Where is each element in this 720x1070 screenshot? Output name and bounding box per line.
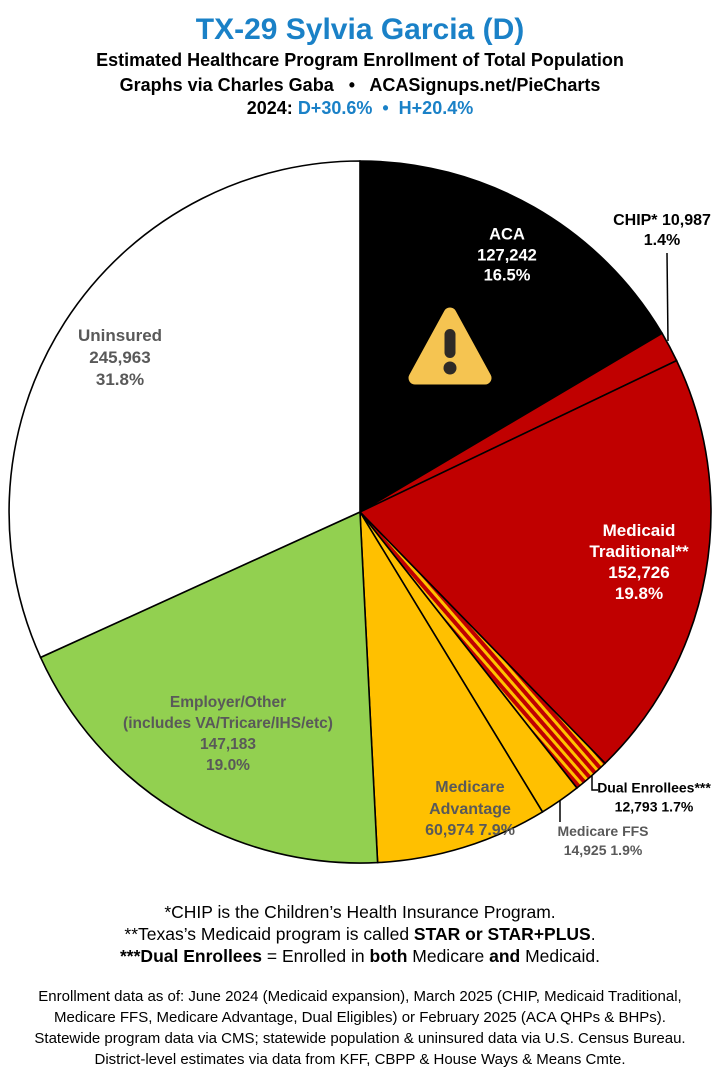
slice-label-employer-value: 147,183: [199, 736, 257, 753]
slice-label-uninsured-name: Uninsured: [77, 326, 163, 345]
source-line-4: District-level estimates via data from K…: [94, 1051, 626, 1068]
slice-label-ffs-value: 14,925 1.9%: [563, 842, 643, 858]
warning-icon: [408, 307, 492, 385]
slice-label-employer-pct: 19.0%: [206, 757, 250, 774]
footnote-medicaid: **Texas’s Medicaid program is called STA…: [124, 924, 596, 944]
pie-slice-medicare-advantage: [359, 511, 544, 864]
slice-label-medicaid-traditional: Medicaid Traditional** 152,726 19.8%: [589, 520, 688, 604]
slice-label-uninsured-pct: 31.8%: [95, 370, 145, 389]
pie-slices: [8, 160, 712, 864]
pie-slice-employer-other: [39, 510, 379, 864]
slice-label-uninsured-value: 245,963: [89, 348, 151, 367]
slice-label-chip: CHIP* 10,987 1.4%: [613, 211, 711, 251]
slice-label-employer-name1: Employer/Other: [169, 694, 287, 711]
slice-label-medicaid-pct: 19.8%: [614, 584, 664, 603]
slice-label-chip-pct: 1.4%: [643, 232, 681, 249]
page-title: TX-29 Sylvia Garcia (D): [195, 13, 525, 46]
slice-label-aca-value: 127,242: [477, 245, 537, 264]
slice-label-medicare-advantage: Medicare Advantage 60,974 7.9%: [425, 777, 515, 842]
source-line-2: Medicare FFS, Medicare Advantage, Dual E…: [54, 1009, 666, 1026]
pie-slice-medicaid-traditional: [358, 359, 712, 765]
slice-label-employer-name2: (includes VA/Tricare/IHS/etc): [123, 715, 333, 732]
slice-label-aca: ACA 127,242 16.5%: [477, 224, 537, 286]
dual-leader-line: [591, 776, 598, 791]
chip-leader-line: [666, 252, 669, 342]
slice-label-employer-other: Employer/Other (includes VA/Tricare/IHS/…: [123, 692, 333, 776]
slice-label-aca-name: ACA: [489, 225, 525, 244]
slice-label-medicaid-name2: Traditional**: [589, 542, 689, 561]
slice-label-advantage-name1: Medicare: [435, 778, 505, 796]
source-line-1: Enrollment data as of: June 2024 (Medica…: [38, 988, 682, 1005]
chart-subtitle: Estimated Healthcare Program Enrollment …: [96, 50, 624, 70]
source-line-3: Statewide program data via CMS; statewid…: [34, 1030, 686, 1047]
pie-slice-aca: [359, 160, 664, 514]
slice-label-advantage-value: 60,974 7.9%: [425, 821, 515, 839]
slice-label-uninsured: Uninsured 245,963 31.8%: [78, 325, 162, 391]
pie-slice-uninsured: [8, 160, 361, 659]
slice-label-dual-value: 12,793 1.7%: [614, 798, 694, 814]
slice-label-ffs-name: Medicare FFS: [557, 823, 649, 839]
partisan-lean: 2024: D+30.6% • H+20.4%: [246, 98, 474, 118]
source-note: Enrollment data as of: June 2024 (Medica…: [0, 986, 720, 1070]
slice-label-medicaid-value: 152,726: [608, 563, 670, 582]
chart-credit: Graphs via Charles Gaba • ACASignups.net…: [119, 75, 601, 95]
footnotes: *CHIP is the Children’s Health Insurance…: [0, 901, 720, 967]
slice-label-dual-name: Dual Enrollees***: [597, 779, 711, 796]
slice-label-medicaid-name1: Medicaid: [602, 521, 676, 540]
footnote-dual: ***Dual Enrollees = Enrolled in both Med…: [120, 946, 600, 966]
slice-label-advantage-name2: Advantage: [429, 800, 511, 818]
slice-label-dual-enrollees: Dual Enrollees*** 12,793 1.7%: [597, 779, 711, 816]
footnote-chip: *CHIP is the Children’s Health Insurance…: [164, 902, 556, 922]
slice-label-medicare-ffs: Medicare FFS 14,925 1.9%: [557, 822, 648, 860]
slice-label-aca-pct: 16.5%: [483, 266, 531, 285]
slice-label-chip-name: CHIP* 10,987: [613, 212, 711, 229]
